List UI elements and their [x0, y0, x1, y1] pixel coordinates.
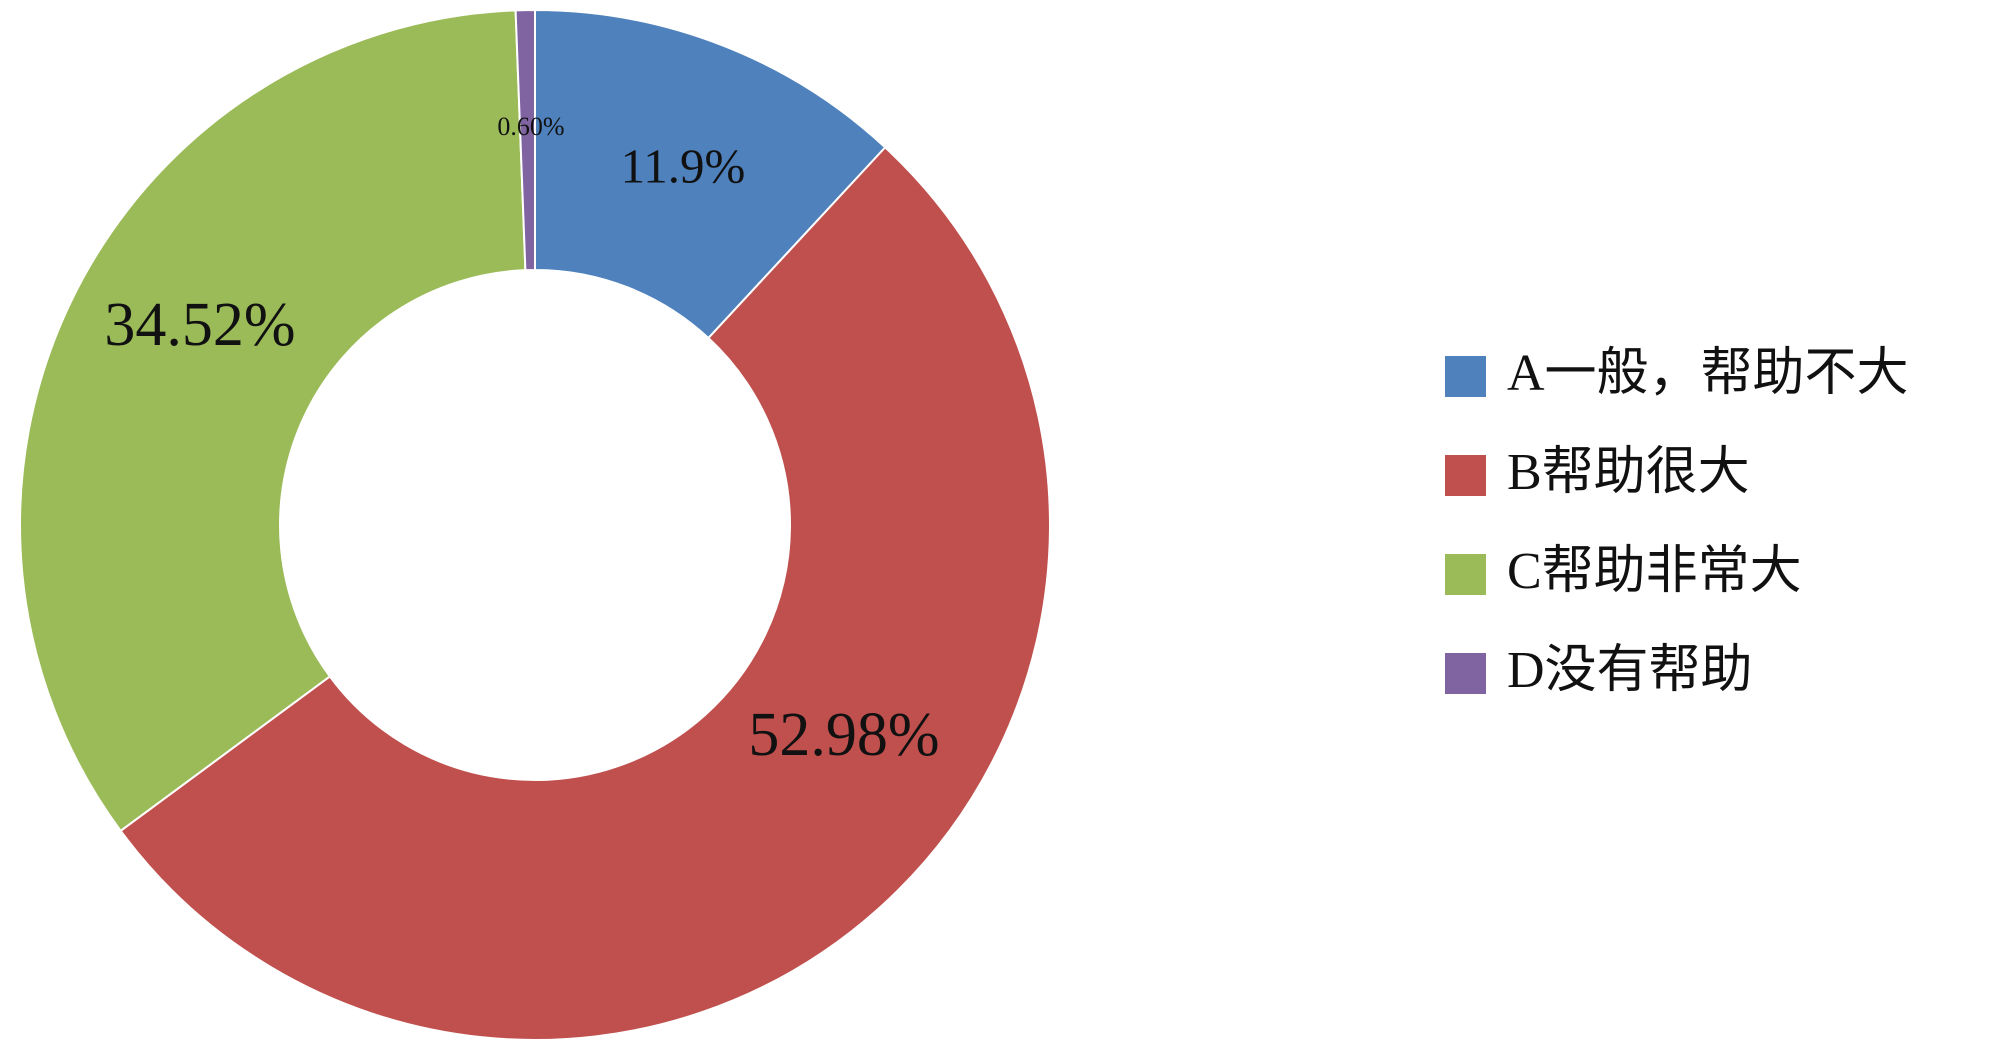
donut-segment — [534, 8, 887, 340]
legend-swatch — [1445, 356, 1486, 397]
data-label: 0.60% — [497, 112, 564, 141]
donut-segment — [19, 9, 527, 833]
legend-swatch — [1445, 455, 1486, 496]
legend-label: C帮助非常大 — [1507, 543, 1802, 600]
legend-swatch — [1445, 554, 1486, 595]
donut-segment — [514, 8, 536, 272]
legend-label: A一般，帮助不大 — [1507, 345, 1909, 402]
legend-swatch — [1445, 653, 1486, 694]
data-label: 11.9% — [621, 138, 746, 193]
data-label: 52.98% — [748, 701, 939, 769]
donut-segment — [119, 145, 1051, 1041]
legend-label: B帮助很大 — [1507, 444, 1750, 501]
legend-label: D没有帮助 — [1507, 642, 1753, 699]
data-label: 34.52% — [104, 291, 295, 359]
